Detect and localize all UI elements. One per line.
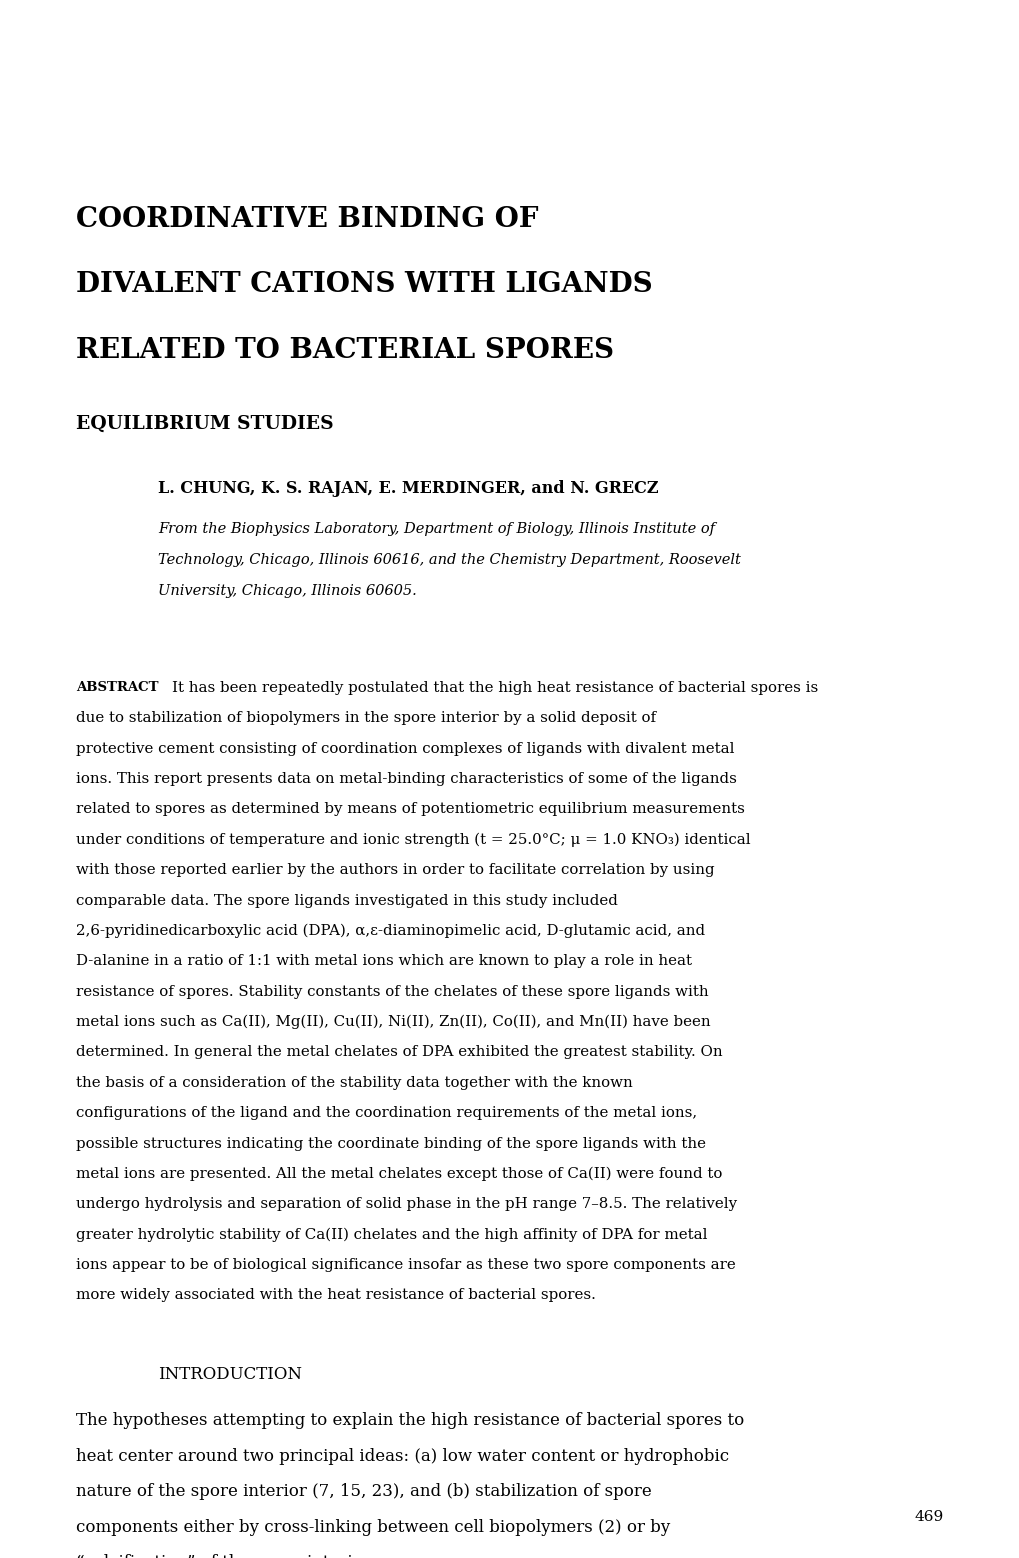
Text: From the Biophysics Laboratory, Department of Biology, Illinois Institute of: From the Biophysics Laboratory, Departme…: [158, 522, 714, 536]
Text: the basis of a consideration of the stability data together with the known: the basis of a consideration of the stab…: [76, 1077, 633, 1089]
Text: due to stabilization of biopolymers in the spore interior by a solid deposit of: due to stabilization of biopolymers in t…: [76, 712, 656, 724]
Text: “calcification” of the spore interior: “calcification” of the spore interior: [76, 1555, 371, 1558]
Text: components either by cross-linking between cell biopolymers (2) or by: components either by cross-linking betwe…: [76, 1519, 671, 1536]
Text: under conditions of temperature and ionic strength (t = 25.0°C; μ = 1.0 KNO₃) id: under conditions of temperature and ioni…: [76, 834, 750, 848]
Text: ABSTRACT: ABSTRACT: [76, 681, 159, 693]
Text: Technology, Chicago, Illinois 60616, and the Chemistry Department, Roosevelt: Technology, Chicago, Illinois 60616, and…: [158, 553, 740, 567]
Text: heat center around two principal ideas: (a) low water content or hydrophobic: heat center around two principal ideas: …: [76, 1447, 729, 1465]
Text: greater hydrolytic stability of Ca(II) chelates and the high affinity of DPA for: greater hydrolytic stability of Ca(II) c…: [76, 1228, 707, 1242]
Text: metal ions such as Ca(II), Mg(II), Cu(II), Ni(II), Zn(II), Co(II), and Mn(II) ha: metal ions such as Ca(II), Mg(II), Cu(II…: [76, 1016, 710, 1030]
Text: protective cement consisting of coordination complexes of ligands with divalent : protective cement consisting of coordina…: [76, 742, 735, 756]
Text: metal ions are presented. All the metal chelates except those of Ca(II) were fou: metal ions are presented. All the metal …: [76, 1167, 722, 1181]
Text: COORDINATIVE BINDING OF: COORDINATIVE BINDING OF: [76, 206, 538, 232]
Text: L. CHUNG, K. S. RAJAN, E. MERDINGER, and N. GRECZ: L. CHUNG, K. S. RAJAN, E. MERDINGER, and…: [158, 480, 658, 497]
Text: comparable data. The spore ligands investigated in this study included: comparable data. The spore ligands inves…: [76, 894, 618, 907]
Text: nature of the spore interior (7, 15, 23), and (b) stabilization of spore: nature of the spore interior (7, 15, 23)…: [76, 1483, 651, 1500]
Text: with those reported earlier by the authors in order to facilitate correlation by: with those reported earlier by the autho…: [76, 863, 714, 877]
Text: configurations of the ligand and the coordination requirements of the metal ions: configurations of the ligand and the coo…: [76, 1106, 697, 1120]
Text: possible structures indicating the coordinate binding of the spore ligands with : possible structures indicating the coord…: [76, 1137, 706, 1150]
Text: D-alanine in a ratio of 1:1 with metal ions which are known to play a role in he: D-alanine in a ratio of 1:1 with metal i…: [76, 955, 692, 968]
Text: ions. This report presents data on metal-binding characteristics of some of the : ions. This report presents data on metal…: [76, 773, 737, 785]
Text: DIVALENT CATIONS WITH LIGANDS: DIVALENT CATIONS WITH LIGANDS: [76, 271, 652, 298]
Text: ions appear to be of biological significance insofar as these two spore componen: ions appear to be of biological signific…: [76, 1259, 736, 1271]
Text: more widely associated with the heat resistance of bacterial spores.: more widely associated with the heat res…: [76, 1288, 596, 1302]
Text: INTRODUCTION: INTRODUCTION: [158, 1366, 302, 1382]
Text: undergo hydrolysis and separation of solid phase in the pH range 7–8.5. The rela: undergo hydrolysis and separation of sol…: [76, 1198, 737, 1211]
Text: 2,6-pyridinedicarboxylic acid (DPA), α,ε-diaminopimelic acid, D-glutamic acid, a: 2,6-pyridinedicarboxylic acid (DPA), α,ε…: [76, 924, 705, 938]
Text: EQUILIBRIUM STUDIES: EQUILIBRIUM STUDIES: [76, 414, 334, 433]
Text: University, Chicago, Illinois 60605.: University, Chicago, Illinois 60605.: [158, 584, 417, 598]
Text: determined. In general the metal chelates of DPA exhibited the greatest stabilit: determined. In general the metal chelate…: [76, 1045, 722, 1059]
Text: The hypotheses attempting to explain the high resistance of bacterial spores to: The hypotheses attempting to explain the…: [76, 1413, 744, 1429]
Text: 469: 469: [913, 1510, 943, 1524]
Text: related to spores as determined by means of potentiometric equilibrium measureme: related to spores as determined by means…: [76, 802, 745, 816]
Text: resistance of spores. Stability constants of the chelates of these spore ligands: resistance of spores. Stability constant…: [76, 985, 708, 999]
Text: RELATED TO BACTERIAL SPORES: RELATED TO BACTERIAL SPORES: [76, 337, 613, 363]
Text: It has been repeatedly postulated that the high heat resistance of bacterial spo: It has been repeatedly postulated that t…: [172, 681, 818, 695]
